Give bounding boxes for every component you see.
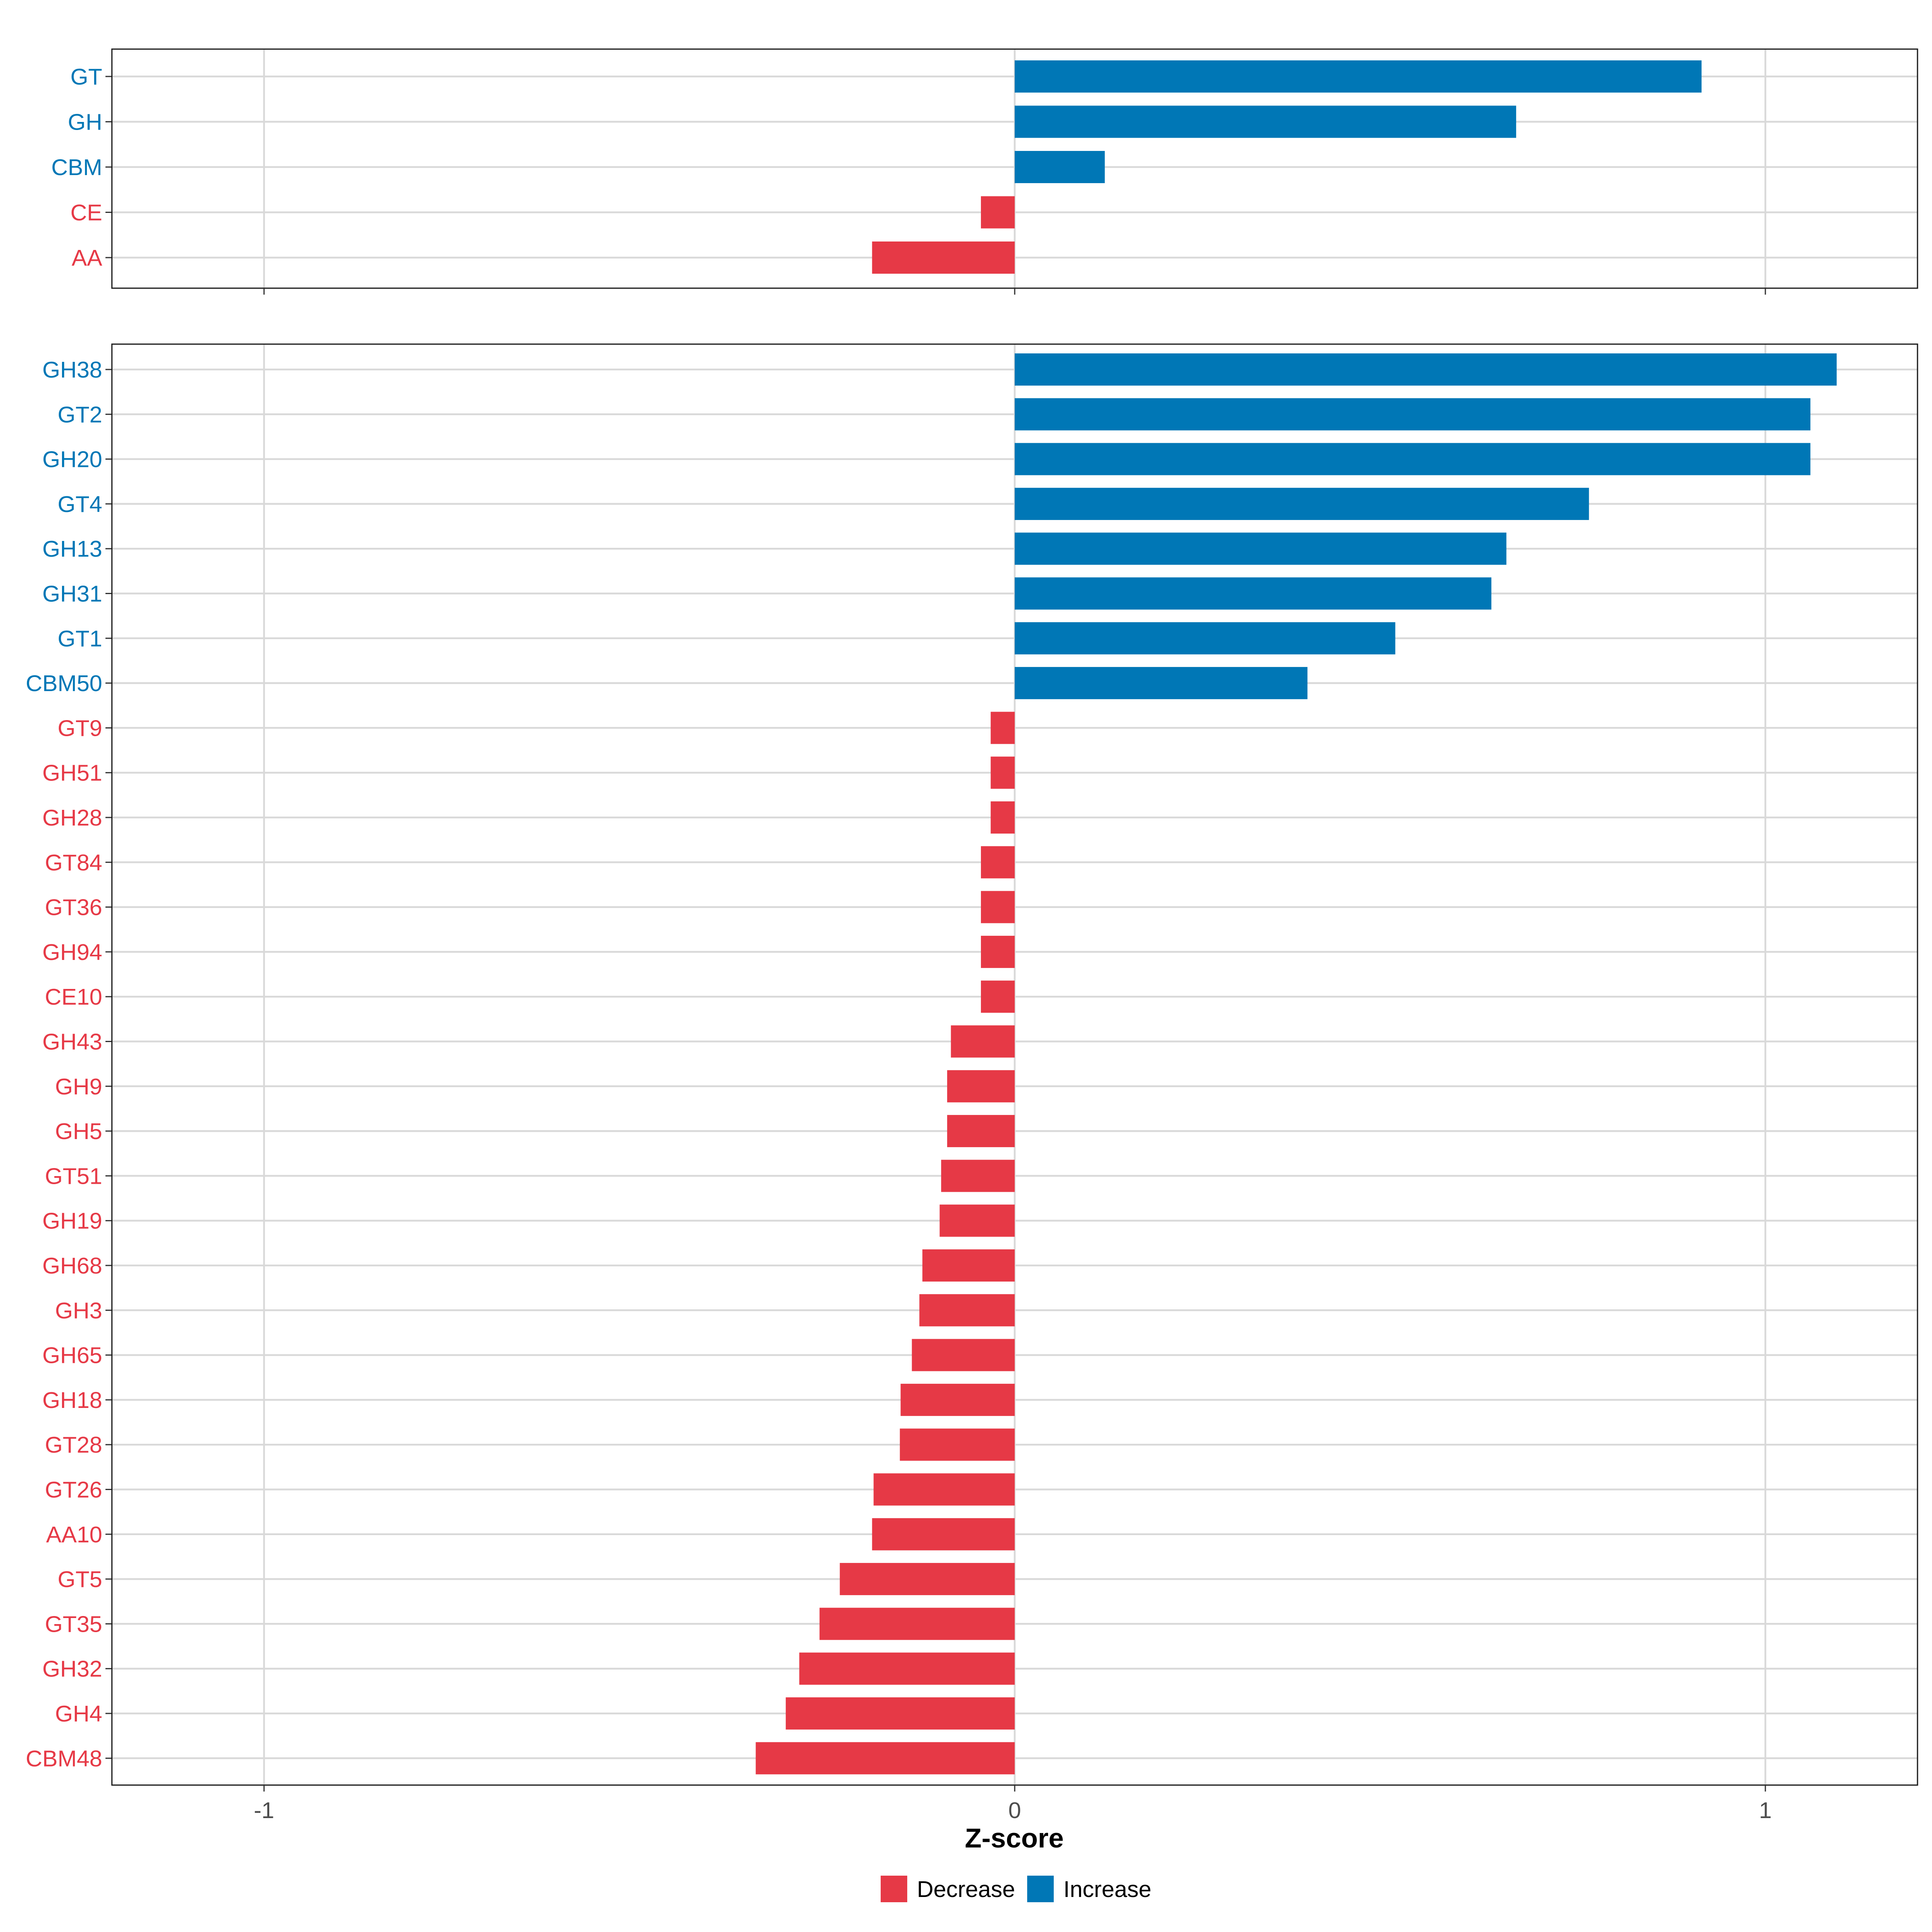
y-label-ce10: CE10: [45, 984, 102, 1010]
bar-gt51: [941, 1160, 1015, 1192]
bar-aa10: [872, 1518, 1015, 1550]
bar-gh43: [951, 1025, 1015, 1058]
y-label-gh9: GH9: [55, 1074, 102, 1100]
y-label-gh20: GH20: [42, 447, 102, 473]
y-label-gh3: GH3: [55, 1298, 102, 1323]
bar-gh38: [1015, 353, 1837, 386]
bar-cbm: [1015, 151, 1105, 183]
y-label-gh13: GH13: [42, 536, 102, 562]
y-label-gt51: GT51: [45, 1163, 102, 1189]
bar-gh65: [912, 1339, 1015, 1371]
bar-gh51: [991, 756, 1015, 789]
y-label-gh38: GH38: [42, 357, 102, 383]
y-label-aa: AA: [72, 245, 102, 271]
bar-gh32: [799, 1652, 1015, 1685]
y-label-gh51: GH51: [42, 760, 102, 786]
bar-gt28: [900, 1428, 1015, 1461]
bar-gt1: [1015, 622, 1395, 654]
y-label-gt35: GT35: [45, 1611, 102, 1637]
bar-gh20: [1015, 443, 1810, 475]
bar-gt35: [819, 1608, 1015, 1640]
bar-gh5: [947, 1115, 1015, 1148]
bar-gh4: [786, 1697, 1015, 1730]
bar-cbm50: [1015, 667, 1308, 700]
bar-gt84: [981, 846, 1015, 879]
bar-gt2: [1015, 398, 1810, 431]
bar-gt: [1015, 60, 1702, 93]
y-label-ce: CE: [70, 200, 102, 226]
bar-gh9: [947, 1070, 1015, 1102]
y-label-gh28: GH28: [42, 805, 102, 831]
y-label-gh68: GH68: [42, 1253, 102, 1279]
x-tick-label: 0: [1008, 1798, 1021, 1823]
bar-gt4: [1015, 487, 1589, 520]
bar-gh28: [991, 801, 1015, 834]
x-axis: -1 0 1: [254, 1798, 1772, 1823]
y-label-gt26: GT26: [45, 1477, 102, 1503]
y-label-gt1: GT1: [58, 626, 102, 652]
legend-label-decrease: Decrease: [917, 1876, 1015, 1902]
bar-gt5: [840, 1563, 1015, 1596]
y-label-gt4: GT4: [58, 491, 102, 517]
y-label-gh43: GH43: [42, 1029, 102, 1055]
y-label-gh18: GH18: [42, 1387, 102, 1413]
bar-gt9: [991, 712, 1015, 744]
y-label-gh: GH: [68, 109, 103, 135]
y-label-gt5: GT5: [58, 1567, 102, 1592]
y-label-gh4: GH4: [55, 1701, 102, 1727]
y-label-gt28: GT28: [45, 1432, 102, 1458]
bar-gh19: [939, 1204, 1015, 1237]
legend-label-increase: Increase: [1063, 1876, 1152, 1902]
y-label-gt84: GT84: [45, 850, 102, 875]
top-panel: GT GH CBM CE AA: [51, 48, 1918, 295]
bar-gh31: [1015, 577, 1492, 610]
x-tick-label: -1: [254, 1798, 275, 1823]
bar-gh18: [900, 1383, 1015, 1416]
y-label-aa10: AA10: [46, 1522, 102, 1548]
bar-gh94: [981, 935, 1015, 968]
bar-ce10: [981, 980, 1015, 1013]
y-label-gh19: GH19: [42, 1208, 102, 1234]
y-label-cbm48: CBM48: [26, 1746, 102, 1771]
y-label-cbm: CBM: [51, 155, 102, 180]
y-label-gt2: GT2: [58, 402, 102, 427]
bar-gt26: [873, 1473, 1015, 1506]
bar-gh68: [922, 1249, 1015, 1282]
y-label-gh65: GH65: [42, 1343, 102, 1368]
legend-swatch-decrease: [881, 1876, 907, 1902]
bar-gh3: [919, 1294, 1015, 1327]
y-label-gt: GT: [70, 64, 102, 90]
bottom-panel: GH38 GT2 GH20 GT4 GH13 GH31 GT1 CBM50 GT9 GH51 GH2…: [26, 343, 1918, 1792]
y-label-gh32: GH32: [42, 1656, 102, 1682]
y-label-gh31: GH31: [42, 581, 102, 607]
y-label-gt36: GT36: [45, 895, 102, 921]
y-label-gh94: GH94: [42, 939, 102, 965]
bar-ce: [981, 196, 1015, 229]
bar-gh13: [1015, 533, 1507, 565]
y-label-gt9: GT9: [58, 715, 102, 741]
x-axis-title: Z-score: [965, 1823, 1064, 1854]
bar-gh: [1015, 105, 1516, 138]
legend-swatch-increase: [1027, 1876, 1054, 1902]
legend: Decrease Increase: [881, 1876, 1152, 1902]
y-label-cbm50: CBM50: [26, 671, 102, 696]
bar-cbm48: [755, 1742, 1015, 1775]
bar-aa: [872, 242, 1015, 274]
x-tick-label: 1: [1759, 1798, 1772, 1823]
bar-gt36: [981, 891, 1015, 923]
y-label-gh5: GH5: [55, 1119, 102, 1144]
